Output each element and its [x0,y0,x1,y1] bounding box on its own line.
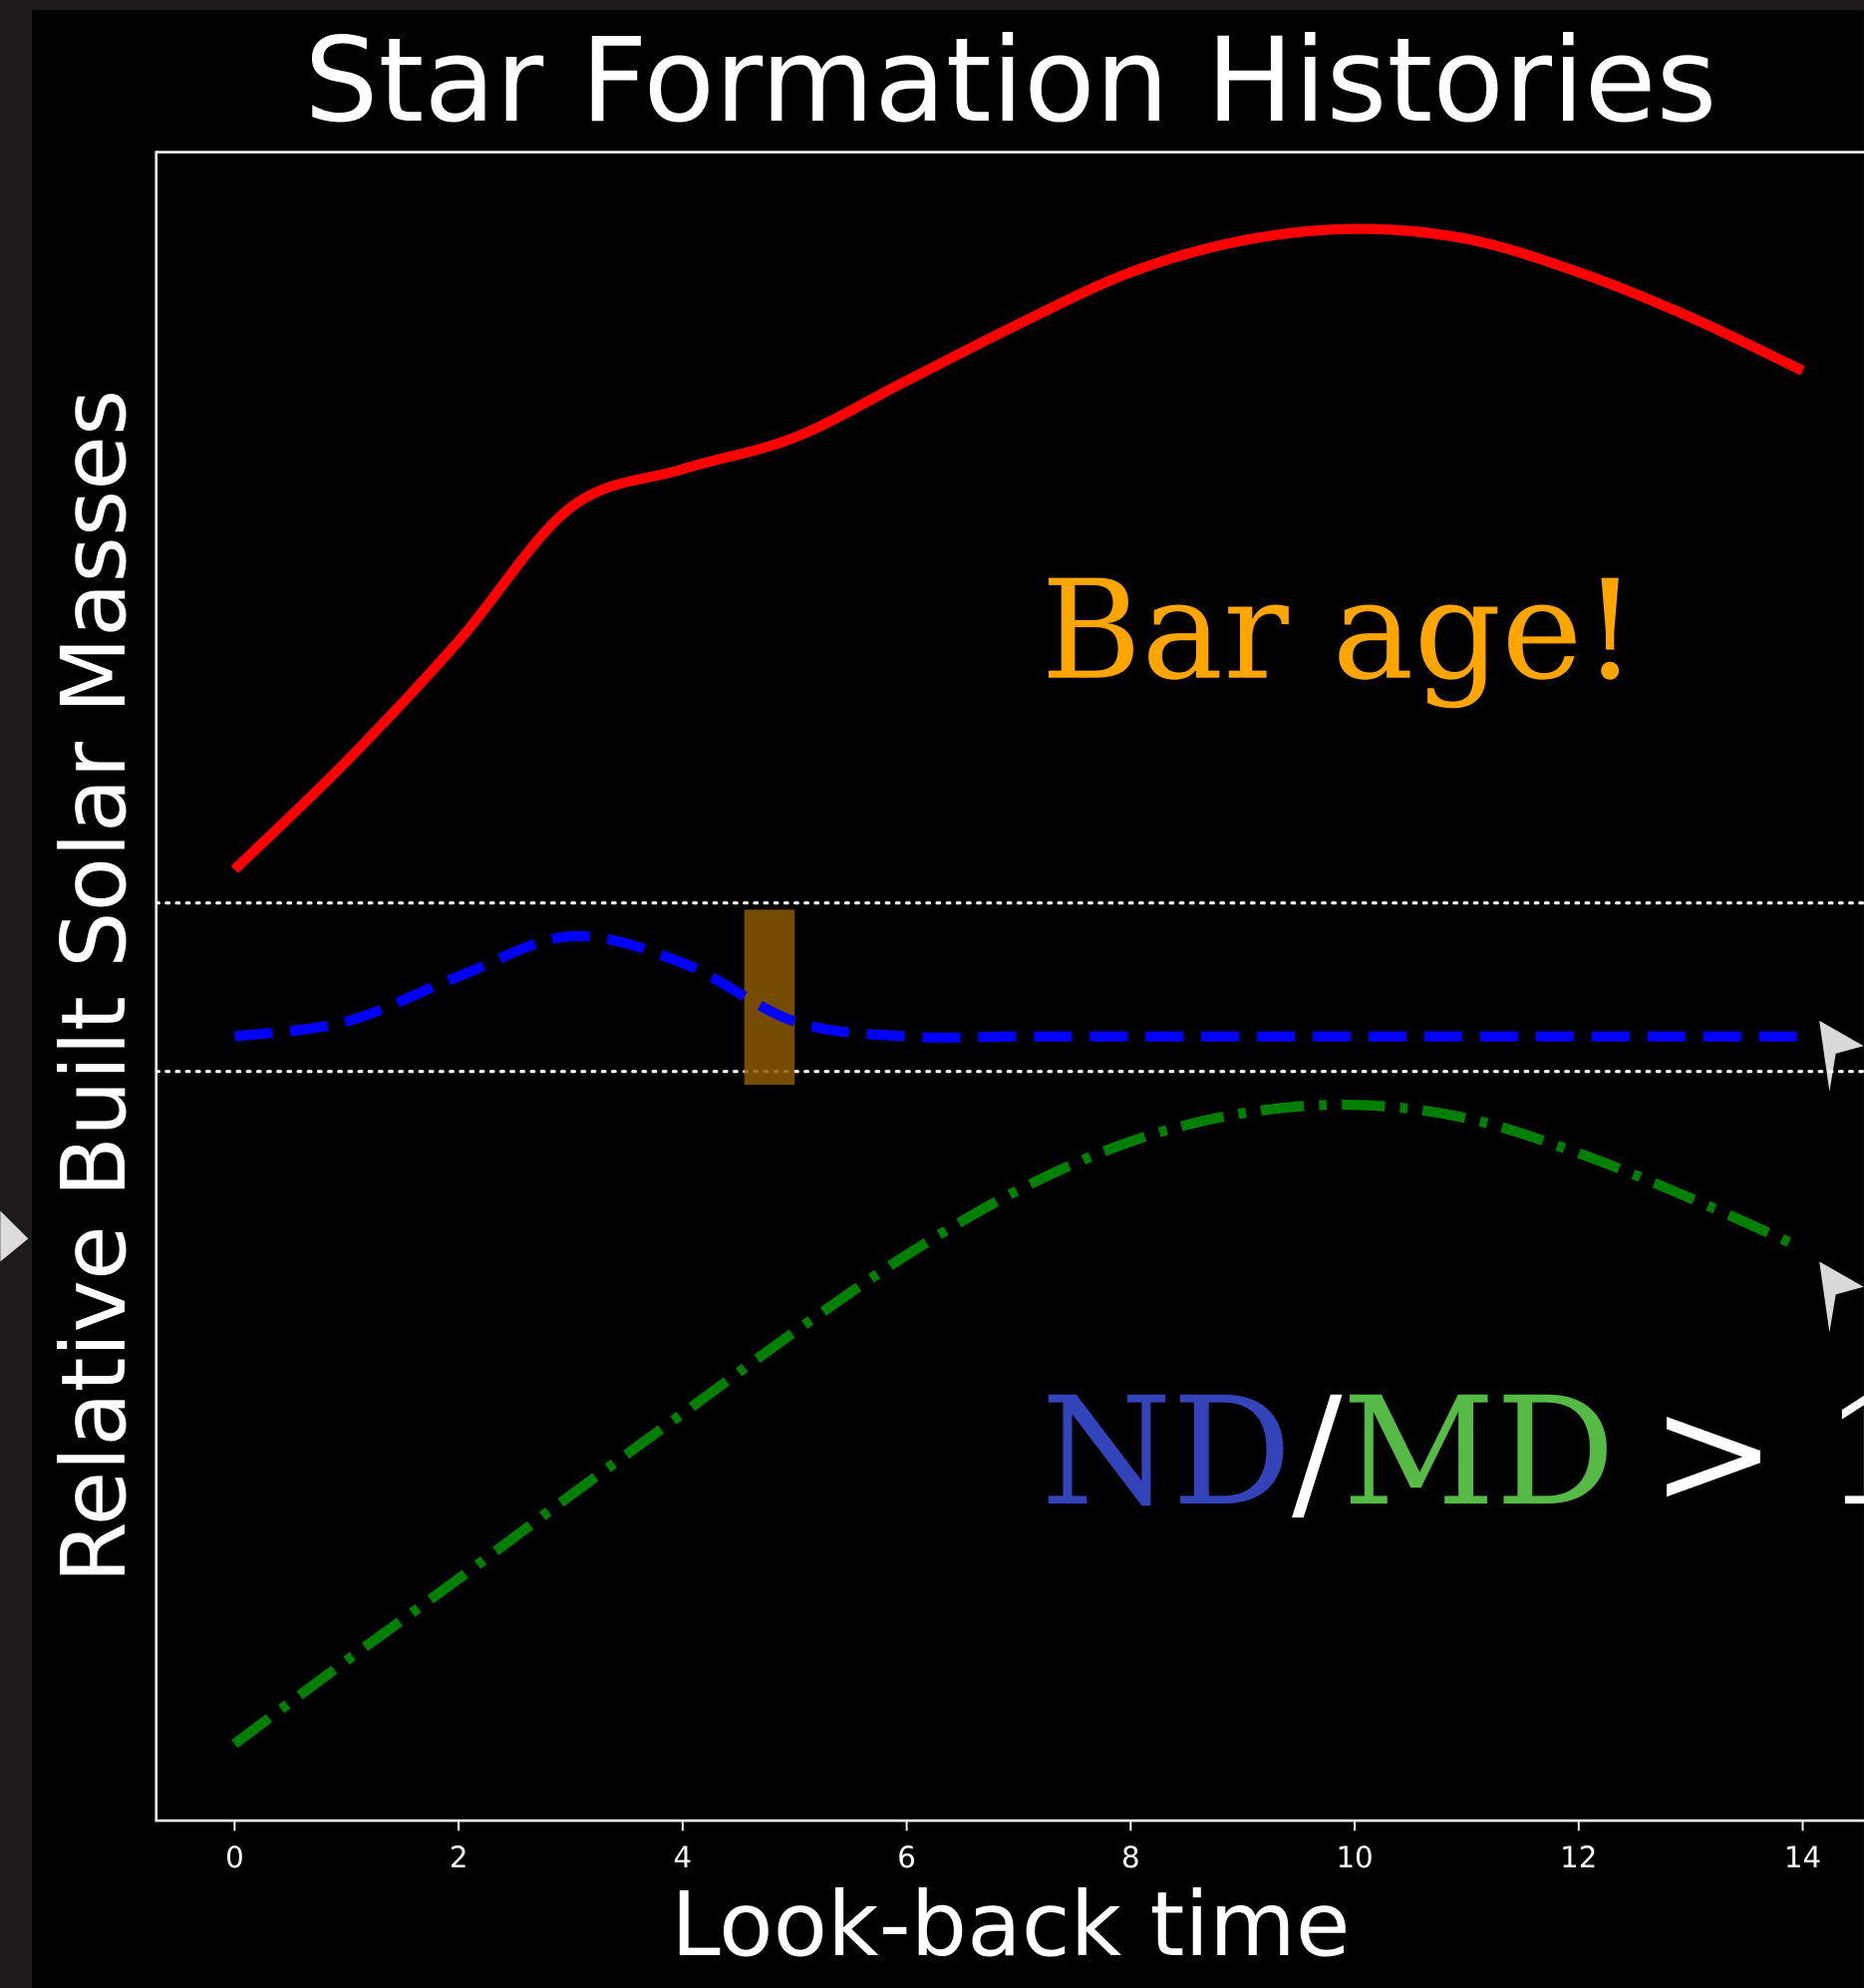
x-tick-label: 0 [225,1840,244,1874]
annotation-part: ND [1041,1366,1292,1539]
annotation: Bar age! [1041,552,1637,711]
x-tick-label: 14 [1784,1840,1821,1874]
x-tick-label: 8 [1121,1840,1140,1874]
bar-age-span [745,909,795,1085]
annotation: ND/MD> 1 [1041,1366,1864,1539]
chart-title: Star Formation Histories [304,12,1716,149]
x-tick-label: 4 [674,1840,693,1874]
x-tick-label: 12 [1560,1840,1597,1874]
x-tick-label: 2 [450,1840,468,1874]
x-axis-label: Look-back time [671,1872,1350,1976]
x-tick-label: 10 [1336,1840,1373,1874]
y-axis-label: Relative Built Solar Masses [42,390,146,1584]
annotation-part: > 1 [1651,1366,1864,1539]
page: {"chart_data": { "type": "line", "title"… [0,0,1864,1988]
chart: Star Formation Histories Look-back time … [0,0,1864,1988]
x-tick-label: 6 [897,1840,916,1874]
annotation-part: / [1292,1366,1343,1539]
annotation-part: MD [1343,1366,1616,1539]
